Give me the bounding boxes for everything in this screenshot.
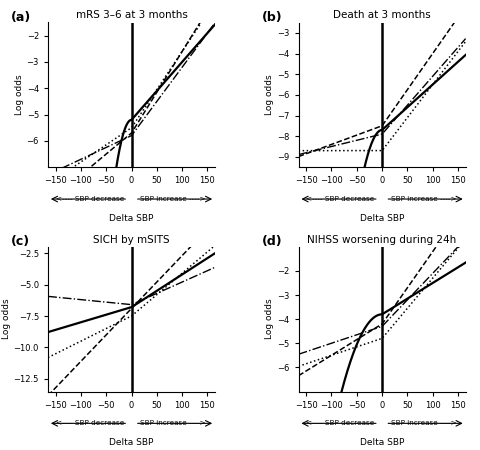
Text: (c): (c) — [11, 235, 30, 248]
Text: <---- SBP decrease: <---- SBP decrease — [56, 420, 124, 427]
Title: Death at 3 months: Death at 3 months — [333, 10, 431, 20]
Title: SICH by mSITS: SICH by mSITS — [93, 234, 170, 245]
Text: Delta SBP: Delta SBP — [360, 213, 404, 222]
Text: <---- SBP decrease: <---- SBP decrease — [56, 196, 124, 202]
Y-axis label: Log odds: Log odds — [15, 75, 24, 115]
Text: (a): (a) — [11, 11, 32, 24]
Y-axis label: Log odds: Log odds — [265, 299, 275, 339]
Text: Delta SBP: Delta SBP — [360, 438, 404, 447]
Title: mRS 3–6 at 3 months: mRS 3–6 at 3 months — [75, 10, 188, 20]
Text: <---- SBP decrease: <---- SBP decrease — [306, 196, 374, 202]
Text: SBP increase ---->: SBP increase ----> — [141, 196, 206, 202]
Y-axis label: Log odds: Log odds — [2, 299, 11, 339]
Text: (d): (d) — [262, 235, 282, 248]
Text: (b): (b) — [262, 11, 282, 24]
Text: <---- SBP decrease: <---- SBP decrease — [306, 420, 374, 427]
Text: Delta SBP: Delta SBP — [109, 213, 154, 222]
Title: NIHSS worsening during 24h: NIHSS worsening during 24h — [308, 234, 456, 245]
Text: SBP increase ---->: SBP increase ----> — [391, 196, 456, 202]
Y-axis label: Log odds: Log odds — [265, 75, 275, 115]
Text: SBP increase ---->: SBP increase ----> — [391, 420, 456, 427]
Text: SBP increase ---->: SBP increase ----> — [141, 420, 206, 427]
Text: Delta SBP: Delta SBP — [109, 438, 154, 447]
